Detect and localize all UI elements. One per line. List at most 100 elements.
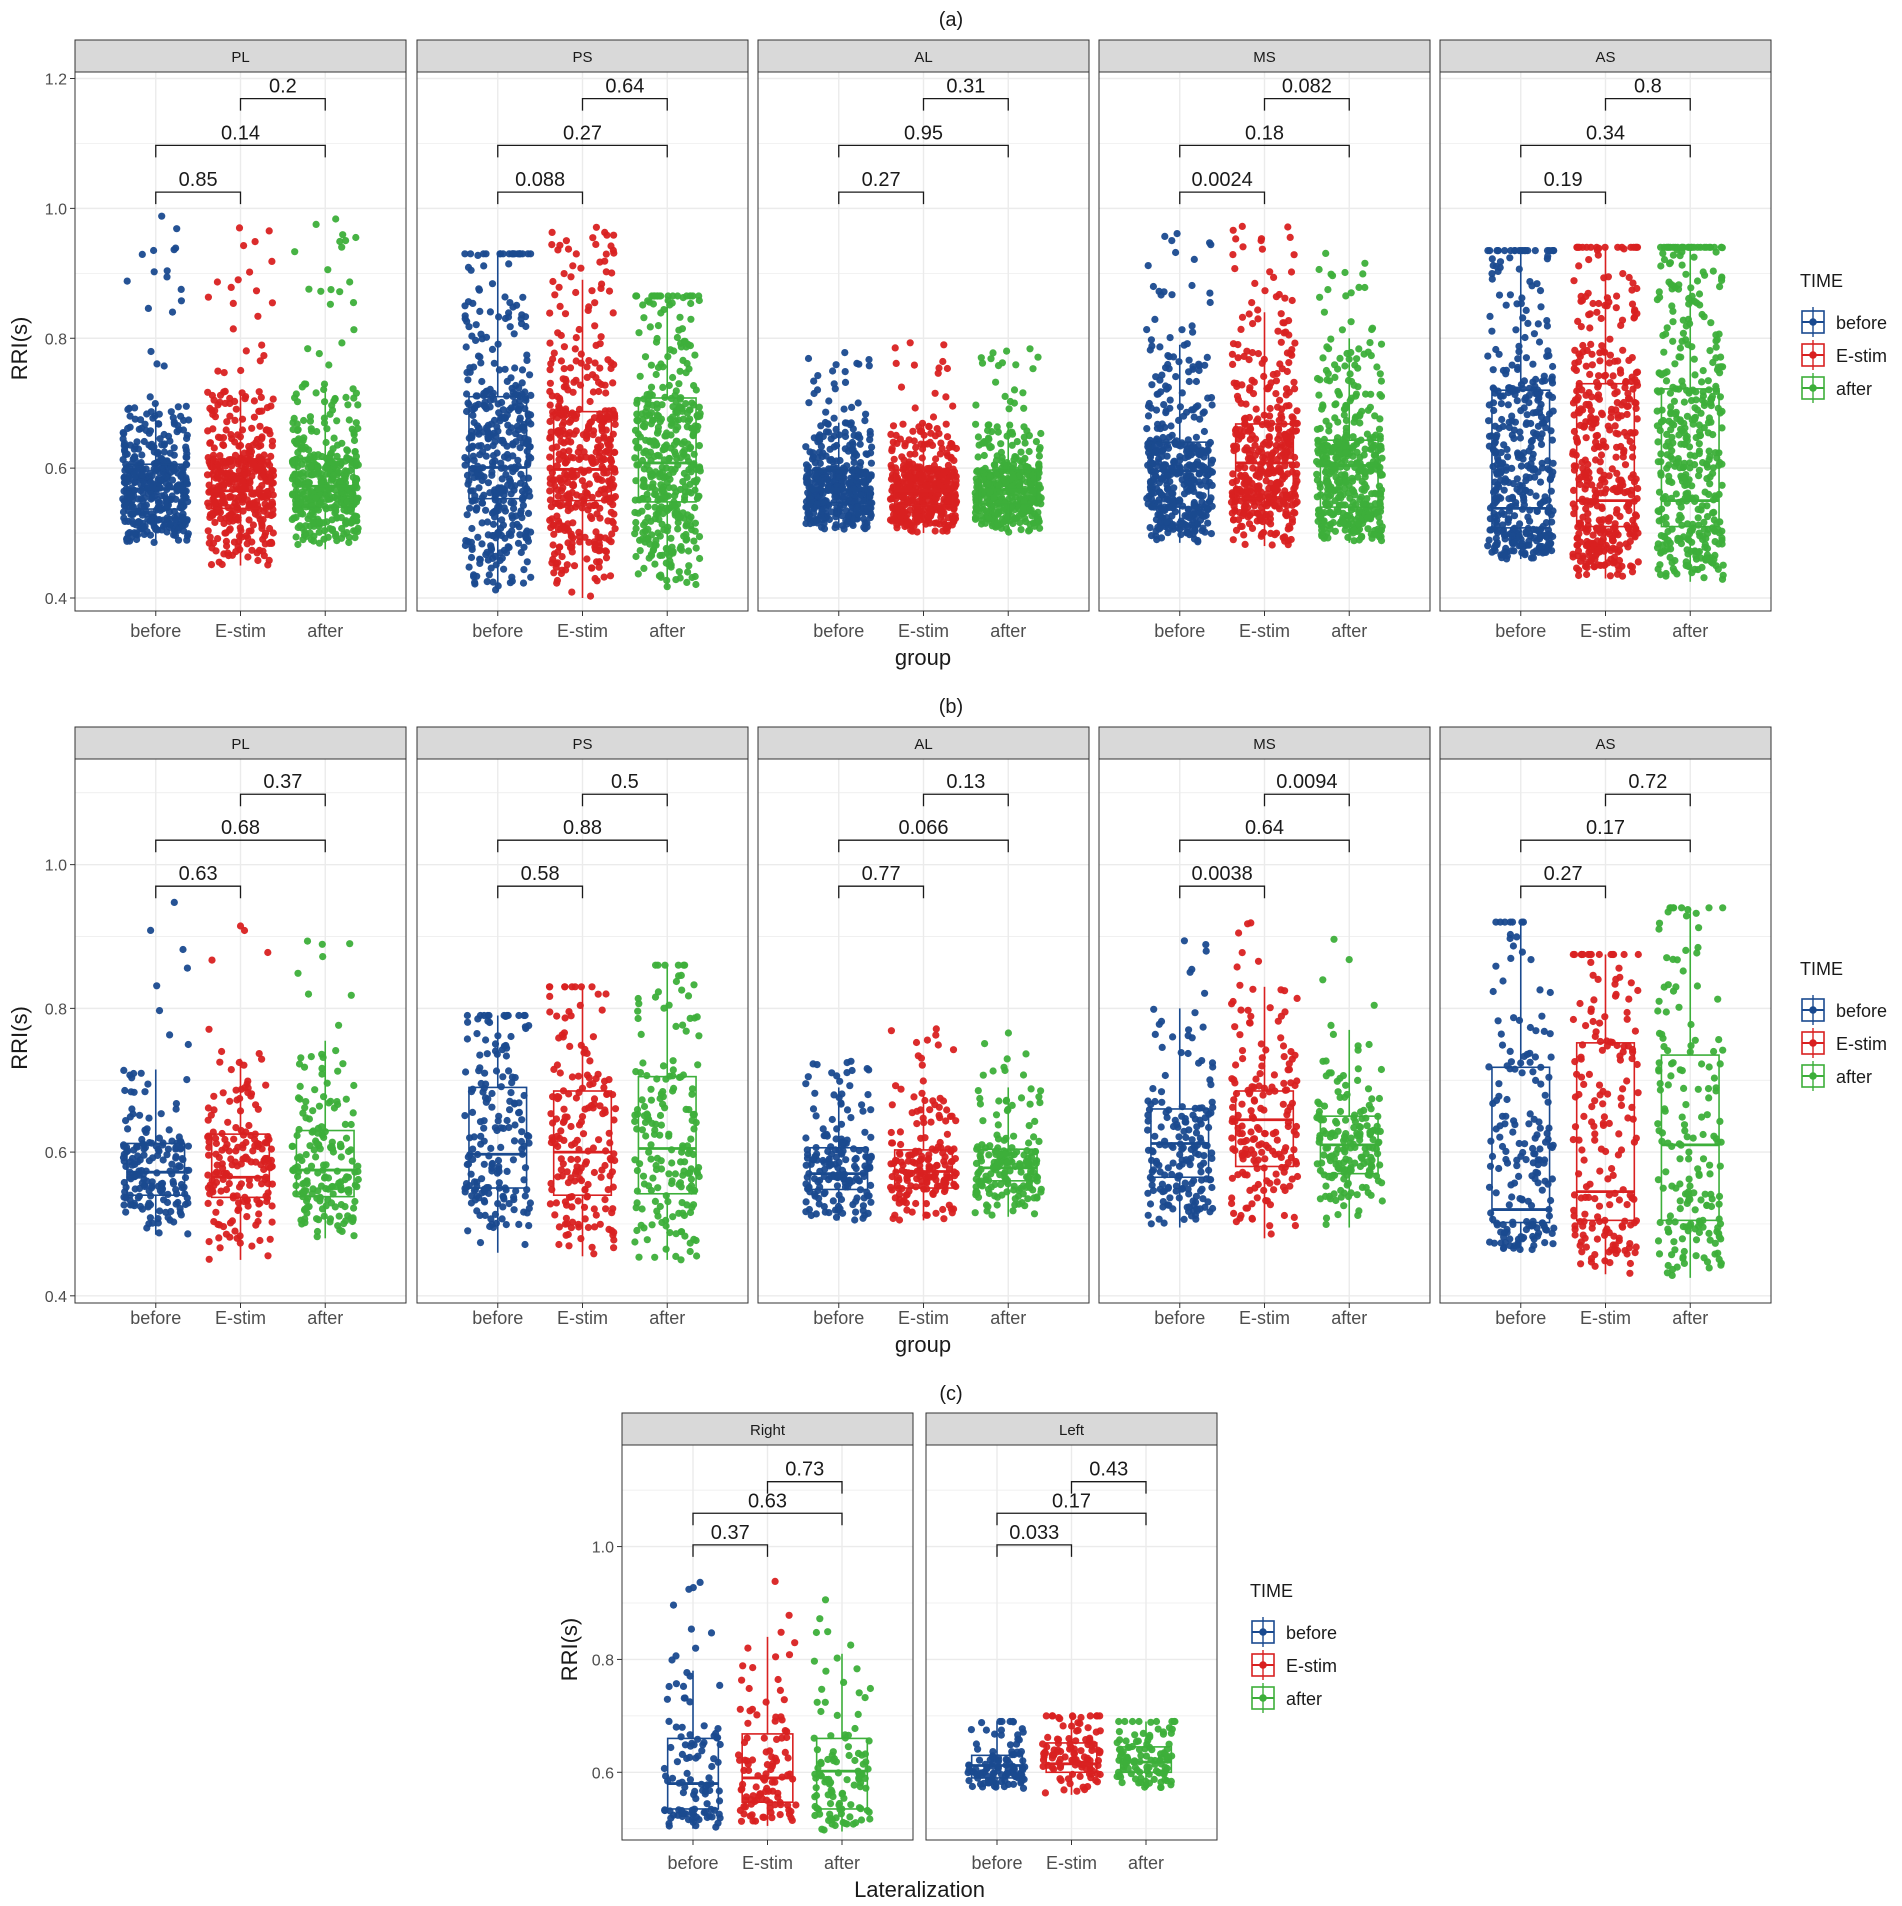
data-point: [645, 554, 653, 562]
data-point: [641, 353, 650, 361]
data-point: [470, 363, 478, 371]
data-point: [120, 514, 128, 522]
data-point: [802, 443, 810, 451]
data-point: [638, 507, 646, 515]
data-point: [911, 404, 919, 412]
data-point: [484, 531, 492, 539]
data-point: [670, 484, 678, 492]
data-point: [854, 433, 862, 441]
data-point: [1274, 478, 1282, 486]
data-point: [925, 423, 933, 431]
y-tick-label: 0.6: [45, 461, 67, 478]
data-point: [475, 285, 483, 293]
data-point: [1232, 526, 1241, 534]
data-point: [865, 356, 873, 364]
data-point: [294, 426, 302, 434]
data-point: [315, 528, 323, 536]
data-point: [300, 416, 308, 425]
data-point: [592, 240, 600, 248]
data-point: [307, 456, 315, 464]
data-point: [218, 491, 226, 499]
data-point: [304, 487, 312, 495]
data-point: [826, 445, 834, 453]
data-point: [893, 524, 901, 532]
data-point: [322, 438, 330, 447]
data-point: [830, 380, 838, 388]
data-point: [1249, 390, 1258, 398]
data-point: [500, 485, 508, 493]
data-point: [473, 422, 482, 430]
data-point: [260, 352, 268, 360]
data-point: [148, 472, 156, 480]
data-point: [1229, 340, 1238, 348]
data-point: [668, 299, 676, 307]
data-point: [1265, 433, 1273, 441]
data-point: [810, 472, 818, 480]
data-point: [150, 538, 158, 547]
data-point: [644, 503, 652, 511]
data-point: [1254, 487, 1262, 495]
data-point: [1258, 448, 1266, 456]
data-point: [1166, 334, 1174, 342]
data-point: [131, 455, 139, 464]
data-point: [588, 564, 596, 572]
data-point: [144, 490, 152, 498]
data-point: [501, 293, 509, 301]
data-point: [154, 420, 162, 428]
data-point: [527, 528, 535, 536]
data-point: [204, 293, 212, 301]
data-point: [583, 363, 591, 371]
data-point: [1172, 248, 1180, 257]
data-point: [346, 467, 354, 475]
data-point: [1259, 440, 1268, 448]
data-point: [553, 392, 561, 400]
data-point: [204, 388, 212, 396]
data-point: [343, 446, 351, 454]
data-point: [1288, 351, 1296, 359]
data-point: [817, 442, 826, 450]
data-point: [597, 413, 605, 421]
data-point: [646, 323, 654, 331]
data-point: [211, 518, 219, 527]
data-point: [565, 447, 573, 455]
data-point: [1025, 432, 1033, 440]
data-point: [239, 477, 247, 485]
data-point: [150, 246, 158, 255]
data-point: [158, 212, 166, 220]
data-point: [981, 519, 990, 527]
data-point: [518, 366, 527, 374]
data-point: [268, 539, 276, 548]
data-point: [555, 402, 563, 410]
data-point: [546, 339, 554, 347]
data-point: [507, 482, 515, 491]
data-point: [673, 454, 681, 463]
data-point: [1241, 501, 1249, 510]
data-point: [825, 397, 833, 405]
data-point: [867, 459, 876, 467]
data-point: [309, 471, 317, 479]
data-point: [477, 471, 485, 479]
data-point: [302, 380, 310, 388]
data-point: [846, 441, 854, 449]
data-point: [594, 475, 602, 483]
data-point: [940, 509, 948, 517]
data-point: [555, 450, 563, 458]
data-point: [1373, 363, 1381, 371]
data-point: [672, 576, 680, 584]
data-point: [248, 424, 256, 432]
data-point: [563, 524, 571, 532]
data-point: [183, 536, 191, 544]
data-point: [1177, 531, 1185, 539]
data-point: [684, 547, 693, 555]
data-point: [601, 228, 609, 236]
data-point: [304, 470, 312, 478]
data-point: [240, 242, 248, 250]
data-point: [1290, 378, 1298, 386]
data-point: [585, 538, 593, 546]
data-point: [480, 389, 488, 398]
data-point: [476, 559, 484, 568]
data-point: [1254, 306, 1262, 314]
data-point: [680, 469, 689, 477]
data-point: [130, 445, 138, 453]
data-point: [517, 509, 525, 517]
